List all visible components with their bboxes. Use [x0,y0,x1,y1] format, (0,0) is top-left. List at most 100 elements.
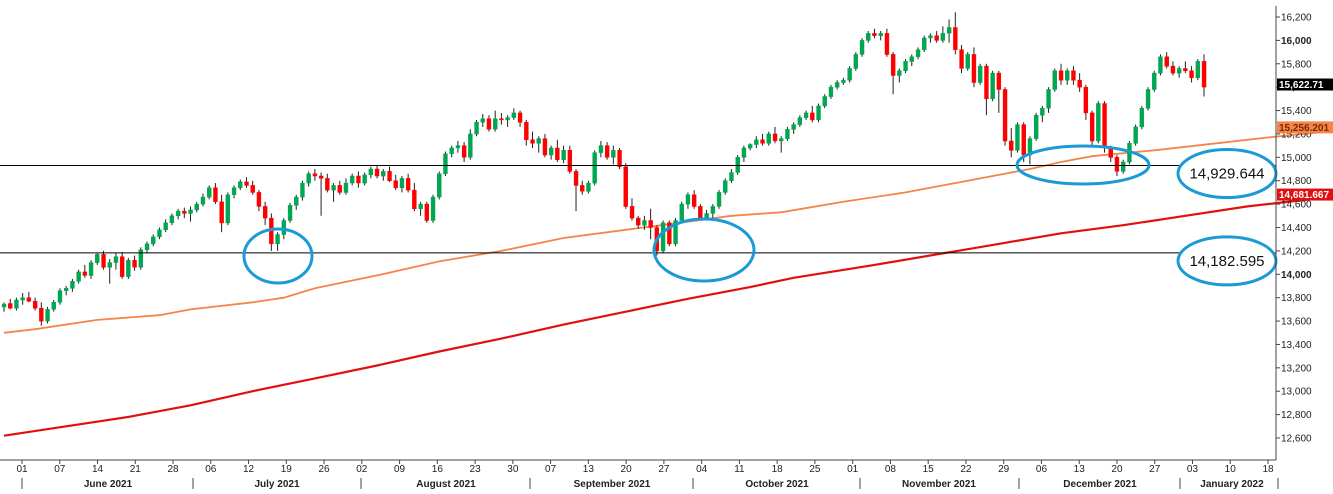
candle-up [144,243,150,250]
candle-up [238,181,243,188]
candle-up [437,173,442,198]
x-tick-label: 16 [432,464,444,475]
y-tick-label: 14,000 [1281,270,1312,281]
y-tick-label: 13,800 [1281,293,1312,304]
candle-down [486,118,492,130]
candle-down [182,210,187,214]
candle-up [281,220,287,235]
candle-up [343,182,349,193]
month-label: August 2021 [416,479,476,489]
candle-down [250,185,255,193]
month-label: January 2022 [1200,479,1264,489]
y-tick-label: 13,200 [1281,363,1312,374]
candle-up [126,259,131,277]
candle-down [374,168,380,177]
candle-up [642,220,647,226]
y-tick-label: 16,200 [1281,13,1312,24]
candle-down [517,112,523,123]
candle-down [499,118,504,121]
candle-down [934,35,939,41]
month-label: June 2021 [84,479,133,489]
candle-down [667,222,672,245]
candle-down [1102,103,1107,149]
candle-down [555,147,560,160]
candle-down [772,133,778,142]
candle-up [710,206,716,214]
x-tick-label: 06 [1036,464,1048,475]
candle-up [474,122,479,135]
candle-up [841,79,846,83]
x-tick-label: 18 [772,464,784,475]
candle-down [760,139,765,144]
callout-ellipse-2 [652,217,756,283]
candle-up [207,187,212,198]
candle-down [636,217,641,226]
candle-up [897,70,902,76]
candle-up [231,187,237,195]
candle-up [990,72,995,100]
candle-down [405,178,411,191]
candle-up [791,124,796,130]
candle-up [275,234,280,245]
callout-ellipse-3 [1015,144,1151,186]
x-tick-label: 09 [394,464,406,475]
candle-up [306,173,311,184]
candle-up [381,171,386,177]
candle-up [169,215,175,224]
candle-down [623,166,628,207]
candle-up [194,203,199,211]
candle-up [45,309,50,322]
candle-down [890,54,896,76]
candle-up [592,152,597,184]
x-tick-label: 13 [1074,464,1086,475]
x-tick-label: 06 [205,464,217,475]
candle-down [1083,86,1089,114]
y-tick-label: 12,600 [1281,434,1312,445]
candle-down [337,185,342,193]
candle-up [225,194,231,224]
x-tick-label: 18 [1262,464,1274,475]
x-tick-label: 03 [1187,464,1199,475]
candle-up [754,139,759,145]
candle-up [847,68,852,81]
x-tick-label: 27 [1149,464,1161,475]
candle-up [163,222,168,231]
candle-down [244,181,249,186]
candle-down [524,122,529,141]
candle-up [1176,68,1182,74]
y-tick-label: 15,800 [1281,59,1312,70]
candle-up [70,281,75,289]
y-tick-label: 12,800 [1281,410,1312,421]
candle-up [797,117,803,125]
candle-up [946,27,952,34]
candle-up [866,33,871,41]
candle-up [493,118,498,130]
candle-up [505,117,510,121]
candle-down [32,300,38,309]
candle-up [1152,72,1157,90]
candle-up [723,180,728,193]
candle-up [909,56,914,62]
candle-up [418,203,423,210]
candle-up [399,178,405,189]
candle-down [580,185,585,192]
x-tick-label: 15 [923,464,935,475]
x-tick-label: 27 [658,464,670,475]
candle-up [1052,70,1057,90]
candle-down [884,33,890,55]
month-label: October 2021 [745,479,809,489]
candle-down [1089,112,1095,142]
candle-up [468,133,473,158]
candle-up [853,54,859,69]
candle-up [175,210,181,217]
candle-down [8,303,13,309]
candle-up [766,133,771,144]
last-value-label-3: 14,681.667 [1279,190,1329,201]
x-tick-label: 02 [356,464,368,475]
candle-up [331,185,336,191]
x-tick-label: 30 [507,464,519,475]
candle-up [511,112,517,118]
candle-up [88,262,94,276]
